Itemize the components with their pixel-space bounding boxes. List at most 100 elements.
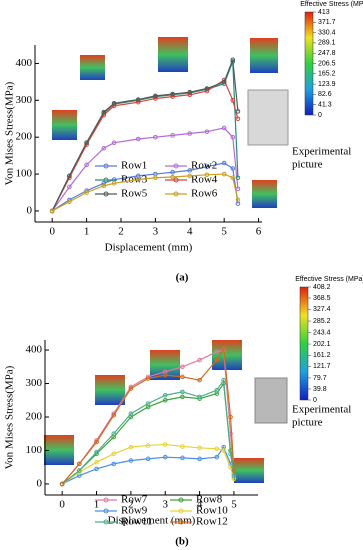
series-marker [221, 160, 227, 166]
colorbar-tick-label: 330.4 [318, 29, 336, 36]
series-marker [153, 134, 158, 140]
y-tick-label: 100 [16, 168, 33, 180]
series-marker [235, 186, 241, 192]
series-marker [221, 79, 227, 85]
series-marker [162, 392, 168, 398]
y-axis-title: Von Mises Stress(MPa) [4, 81, 16, 185]
series-marker [111, 100, 117, 106]
series-marker [180, 455, 185, 461]
series-marker [231, 473, 237, 478]
series-marker [49, 208, 55, 214]
series-line [61, 443, 235, 485]
series-marker [197, 456, 202, 462]
series-marker [235, 197, 241, 203]
series-marker [187, 92, 193, 98]
series-marker [221, 377, 226, 383]
series-marker [231, 468, 237, 473]
series-marker [67, 184, 72, 190]
series-marker [187, 89, 193, 95]
series-marker [135, 177, 141, 182]
colorbar-tick-label: 121.7 [313, 363, 331, 370]
series-line [61, 378, 235, 485]
series-marker [135, 97, 141, 102]
series-marker [197, 445, 202, 451]
legend-marker [178, 519, 184, 525]
legend-marker [178, 508, 184, 514]
y-tick-label: 400 [26, 344, 43, 356]
legend-label: Row11 [121, 516, 152, 528]
colorbar-tick-label: 413 [318, 9, 330, 16]
series-marker [67, 199, 72, 205]
y-tick-label: 200 [26, 411, 43, 423]
series-line [61, 381, 235, 485]
series-marker [187, 168, 193, 173]
series-marker [230, 166, 236, 171]
series-marker [204, 88, 210, 94]
series-marker [128, 458, 134, 463]
legend-marker [103, 163, 109, 169]
colorbar-tick-label: 243.4 [313, 329, 331, 336]
colorbar-tick-label: 285.2 [313, 318, 331, 325]
series-marker [145, 456, 151, 462]
series-marker [162, 372, 168, 378]
series-marker [230, 175, 236, 181]
series-line [51, 127, 239, 212]
colorbar-tick-label: 165.2 [318, 71, 336, 78]
colorbar-title: Effective Stress (MPa) [295, 276, 363, 283]
legend-label: Row10 [196, 505, 228, 517]
series-marker [94, 439, 99, 445]
series-marker [221, 171, 227, 177]
series-line [51, 173, 239, 212]
series-marker [77, 468, 82, 473]
colorbar-tick-label: 41.3 [318, 102, 332, 109]
series-marker [204, 164, 210, 169]
legend-label: Row8 [196, 494, 223, 506]
legend-label: Row12 [196, 516, 228, 528]
x-tick-label: 5 [221, 226, 227, 238]
series-marker [170, 91, 175, 97]
colorbar-tick-label: 408.2 [313, 284, 331, 291]
series-marker [230, 57, 236, 63]
series-marker [221, 346, 226, 351]
colorbar-tick-label: 247.8 [318, 50, 336, 57]
series-marker [94, 449, 99, 455]
series-marker [94, 466, 99, 472]
series-marker [180, 364, 185, 370]
annotation: picture [292, 159, 323, 171]
x-tick-label: 0 [59, 499, 65, 511]
legend-label: Row6 [191, 188, 218, 200]
series-marker [162, 397, 168, 403]
x-tick-label: 4 [187, 226, 193, 238]
series-marker [153, 175, 158, 181]
series-marker [101, 180, 107, 186]
series-marker [180, 394, 185, 400]
series-marker [135, 99, 141, 105]
series-marker [94, 459, 99, 465]
legend-label: Row1 [121, 160, 147, 172]
colorbar-tick-label: 123.9 [318, 81, 336, 88]
colorbar-tick-label: 289.1 [318, 40, 336, 47]
series-marker [101, 109, 107, 115]
y-tick-label: 300 [26, 377, 43, 389]
series-marker [84, 140, 89, 146]
series-marker [153, 93, 158, 99]
legend-marker [103, 177, 109, 183]
series-marker [145, 443, 151, 448]
series-marker [235, 109, 241, 114]
y-tick-label: 0 [27, 204, 33, 216]
series-marker [214, 357, 220, 363]
series-marker [214, 446, 220, 452]
x-tick-label: 1 [84, 226, 90, 238]
series-line [51, 59, 239, 212]
legend-label: Row2 [191, 160, 217, 172]
colorbar-tick-label: 371.7 [318, 19, 336, 26]
series-marker [135, 136, 141, 142]
colorbar-tick-label: 39.8 [313, 386, 327, 393]
series-marker [101, 145, 107, 151]
series-marker [170, 94, 175, 99]
x-tick-label: 3 [162, 499, 168, 511]
legend-marker [103, 191, 109, 197]
series-marker [180, 374, 185, 380]
legend-marker [173, 177, 179, 183]
